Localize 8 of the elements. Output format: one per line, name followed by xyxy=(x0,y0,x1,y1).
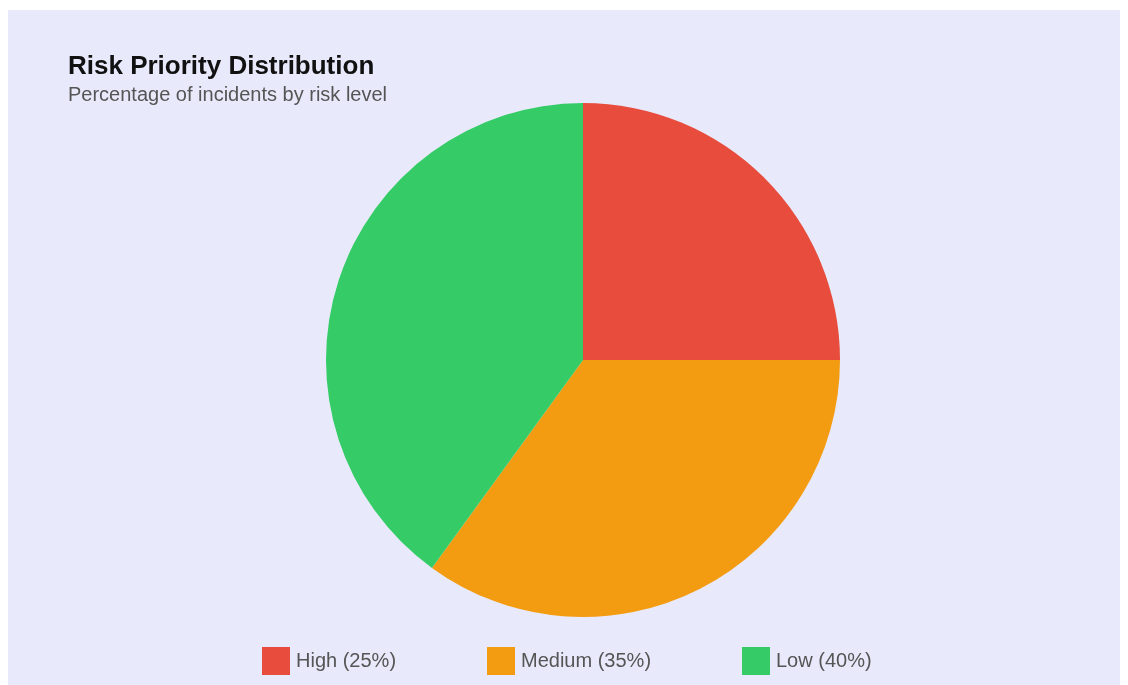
pie-slice xyxy=(583,103,840,360)
chart-title: Risk Priority Distribution xyxy=(68,50,375,80)
legend-label: Low (40%) xyxy=(776,649,872,671)
legend-label: Medium (35%) xyxy=(521,649,652,671)
pie-slice xyxy=(431,360,840,617)
legend-label: High (25%) xyxy=(296,649,397,671)
chart-subtitle: Percentage of incidents by risk level xyxy=(68,83,388,105)
pie-slice xyxy=(326,103,583,568)
